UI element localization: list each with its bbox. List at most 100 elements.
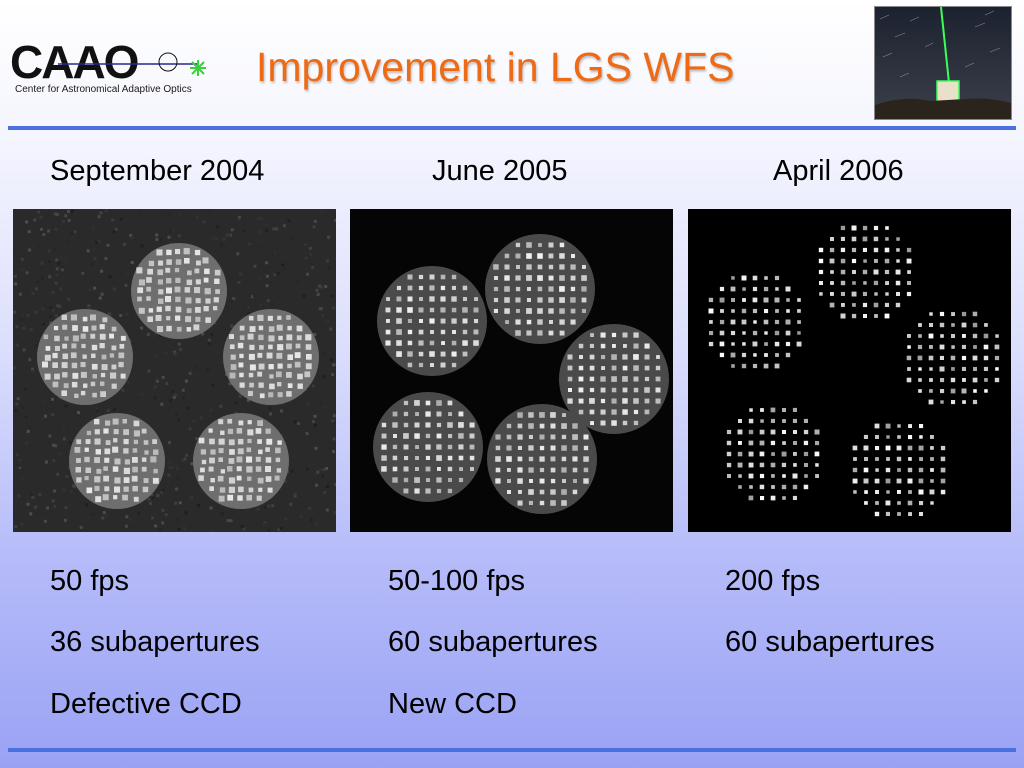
sensor-spot [166,287,172,294]
sensor-spot [656,355,660,359]
sensor-spot [708,341,714,347]
sensor-spot [403,488,409,494]
sensor-noise [190,496,194,500]
sensor-spot [622,365,628,371]
sensor-spot [277,440,282,445]
sensor-noise [159,237,163,241]
sensor-spot [90,314,96,321]
sensor-noise [52,443,55,447]
sensor-spot [918,389,922,393]
sensor-spot [286,391,292,397]
sensor-noise [58,261,61,265]
sensor-spot [99,343,105,349]
sensor-noise [158,350,162,354]
sensor-spot [94,438,101,445]
sensor-noise [47,260,51,263]
sensor-spot [175,306,182,313]
sensor-noise [54,212,58,216]
sensor-spot [441,341,445,345]
subaperture-pupil [373,392,483,502]
sensor-noise [326,447,330,451]
sensor-spot [44,354,51,361]
sensor-noise [38,492,42,496]
sensor-spot [239,372,244,378]
sensor-spot [103,466,108,471]
sensor-spot [228,477,236,484]
sensor-noise [332,421,336,425]
sensor-spot [437,467,441,471]
sensor-spot [133,496,139,502]
sensor-spot [407,362,413,368]
sensor-spot [785,352,791,358]
sensor-spot [138,307,145,314]
sensor-spot [440,362,446,368]
sensor-spot [884,313,890,319]
sensor-spot [150,456,157,463]
sensor-spot [748,418,754,424]
sensor-spot [770,407,776,413]
sensor-spot [201,459,207,465]
sensor-spot [774,275,780,281]
sensor-noise [331,419,335,423]
sensor-noise [212,223,216,227]
sensor-noise [209,531,213,532]
sensor-spot [142,486,149,493]
sensor-noise [223,252,227,256]
wfs-image-2005 [350,209,673,532]
sensor-noise [28,248,32,252]
sensor-spot [297,373,303,380]
sensor-spot [731,309,735,313]
sensor-noise [259,217,263,221]
sensor-noise [177,528,181,532]
sensor-spot [436,477,442,483]
sensor-noise [18,292,22,296]
sensor-spot [895,269,901,275]
sensor-spot [559,242,565,248]
sensor-noise [181,458,185,462]
sensor-spot [94,429,100,435]
sensor-spot [633,398,639,404]
sensor-noise [167,473,171,477]
sensor-spot [396,329,402,335]
sensor-spot [907,281,911,285]
sensor-noise [237,215,241,219]
sensor-spot [906,258,912,264]
sensor-spot [950,388,956,394]
sensor-spot [277,344,284,351]
sensor-spot [123,467,130,474]
sensor-spot [961,311,967,317]
sensor-spot [227,494,234,501]
sensor-spot [407,285,413,291]
sensor-noise [209,409,213,412]
sensor-spot [193,324,200,331]
sensor-spot [814,451,820,457]
sensor-noise [52,459,56,462]
sensor-spot [247,429,254,436]
sensor-spot [748,462,754,468]
sensor-spot [875,501,879,505]
sensor-noise [293,494,297,498]
sensor-spot [236,466,242,472]
sensor-spot [165,296,172,303]
sensor-spot [994,344,1000,350]
sensor-spot [515,275,521,281]
sensor-spot [537,286,543,292]
sensor-spot [385,340,391,346]
sensor-spot [175,315,181,321]
sensor-spot [82,316,88,322]
sensor-spot [229,372,236,379]
sensor-noise [17,494,21,498]
sensor-noise [332,306,335,310]
sensor-spot [458,422,464,428]
sensor-spot [474,319,479,324]
sensor-spot [561,500,567,506]
sensor-spot [80,390,86,396]
sensor-spot [851,313,857,319]
sensor-spot [102,317,108,323]
sensor-spot [972,399,978,405]
sensor-noise [62,488,66,492]
sensor-spot [775,353,779,357]
sensor-spot [749,485,753,489]
sensor-spot [165,267,171,273]
sensor-spot [517,412,523,418]
